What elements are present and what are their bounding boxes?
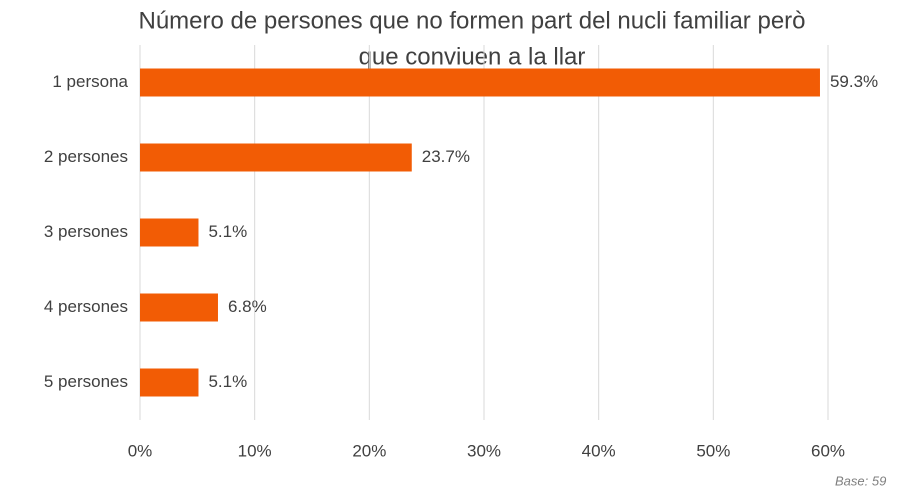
x-tick-label: 40%: [582, 441, 616, 460]
x-tick-label: 10%: [238, 441, 272, 460]
data-label: 6.8%: [228, 297, 267, 316]
bar: [140, 68, 820, 97]
chart-title: Número de persones que no formen part de…: [138, 7, 805, 34]
y-tick-label: 3 persones: [44, 222, 128, 241]
bar: [140, 293, 218, 322]
x-tick-label: 0%: [128, 441, 153, 460]
y-tick-label: 1 persona: [52, 72, 128, 91]
chart-title: que conviuen a la llar: [359, 43, 586, 70]
y-tick-label: 5 persones: [44, 372, 128, 391]
x-tick-label: 60%: [811, 441, 845, 460]
y-tick-label: 2 persones: [44, 147, 128, 166]
x-tick-label: 50%: [696, 441, 730, 460]
note: Base: 59: [835, 473, 886, 488]
data-label: 5.1%: [208, 222, 247, 241]
x-tick-label: 20%: [352, 441, 386, 460]
bar: [140, 368, 199, 397]
bar: [140, 218, 199, 247]
data-label: 59.3%: [830, 72, 878, 91]
x-tick-label: 30%: [467, 441, 501, 460]
y-tick-label: 4 persones: [44, 297, 128, 316]
data-label: 23.7%: [422, 147, 470, 166]
bar: [140, 143, 412, 172]
data-label: 5.1%: [208, 372, 247, 391]
